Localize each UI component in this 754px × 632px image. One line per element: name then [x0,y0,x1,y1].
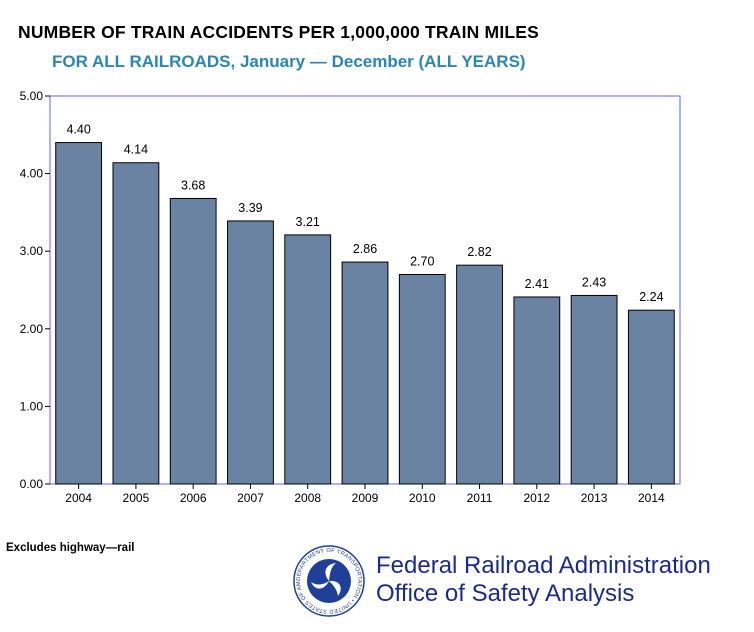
bar [169,197,217,485]
footnote: Excludes highway—rail [6,542,135,554]
bar-value-label: 2.70 [410,254,434,268]
bar [341,261,389,485]
x-tick-label: 2010 [409,491,436,505]
agency-name: Federal Railroad Administration [376,552,711,579]
x-tick-label: 2006 [180,491,207,505]
y-tick-label: 1.00 [20,399,44,413]
bar [570,294,618,485]
bar-value-label: 2.41 [525,277,549,291]
bar-value-label: 3.39 [238,201,262,215]
y-tick-label: 5.00 [20,89,44,103]
bar-value-label: 2.24 [639,290,663,304]
bar-value-label: 4.40 [66,123,90,137]
bar-value-label: 4.14 [124,143,148,157]
bar [227,220,274,485]
bar-value-label: 3.68 [181,178,205,192]
bar [456,264,503,485]
agency-office: Office of Safety Analysis [376,580,635,607]
chart-title: NUMBER OF TRAIN ACCIDENTS PER 1,000,000 … [18,22,540,42]
x-tick-label: 2012 [523,491,550,505]
dot-seal-logo: DEPARTMENT OF TRANSPORTATION • UNITED ST… [292,544,365,617]
bar [398,273,446,485]
y-tick-label: 4.00 [20,167,44,181]
x-tick-label: 2007 [237,491,264,505]
x-tick-label: 2011 [467,491,493,505]
x-tick-label: 2014 [638,491,665,505]
bar-value-label: 2.82 [467,245,491,259]
x-tick-label: 2005 [123,491,150,505]
y-tick-label: 0.00 [20,477,44,491]
bar [55,142,103,485]
y-tick-label: 2.00 [20,322,44,336]
x-tick-label: 2004 [65,491,92,505]
bar [284,234,332,485]
bar-chart: 0.00 1.00 2.00 3.00 4.00 5.00 4.40 2004 4.14 2005… [20,89,681,505]
chart-subtitle: FOR ALL RAILROADS, January — December (A… [52,52,526,71]
x-tick-label: 2013 [581,491,608,505]
bar [627,309,675,485]
bar [112,162,160,485]
bar-value-label: 2.43 [582,275,606,289]
bar-value-label: 3.21 [296,215,320,229]
bar [513,296,561,485]
y-tick-label: 3.00 [20,244,44,258]
x-tick-label: 2008 [294,491,321,505]
x-tick-label: 2009 [352,491,379,505]
bar-value-label: 2.86 [353,242,377,256]
